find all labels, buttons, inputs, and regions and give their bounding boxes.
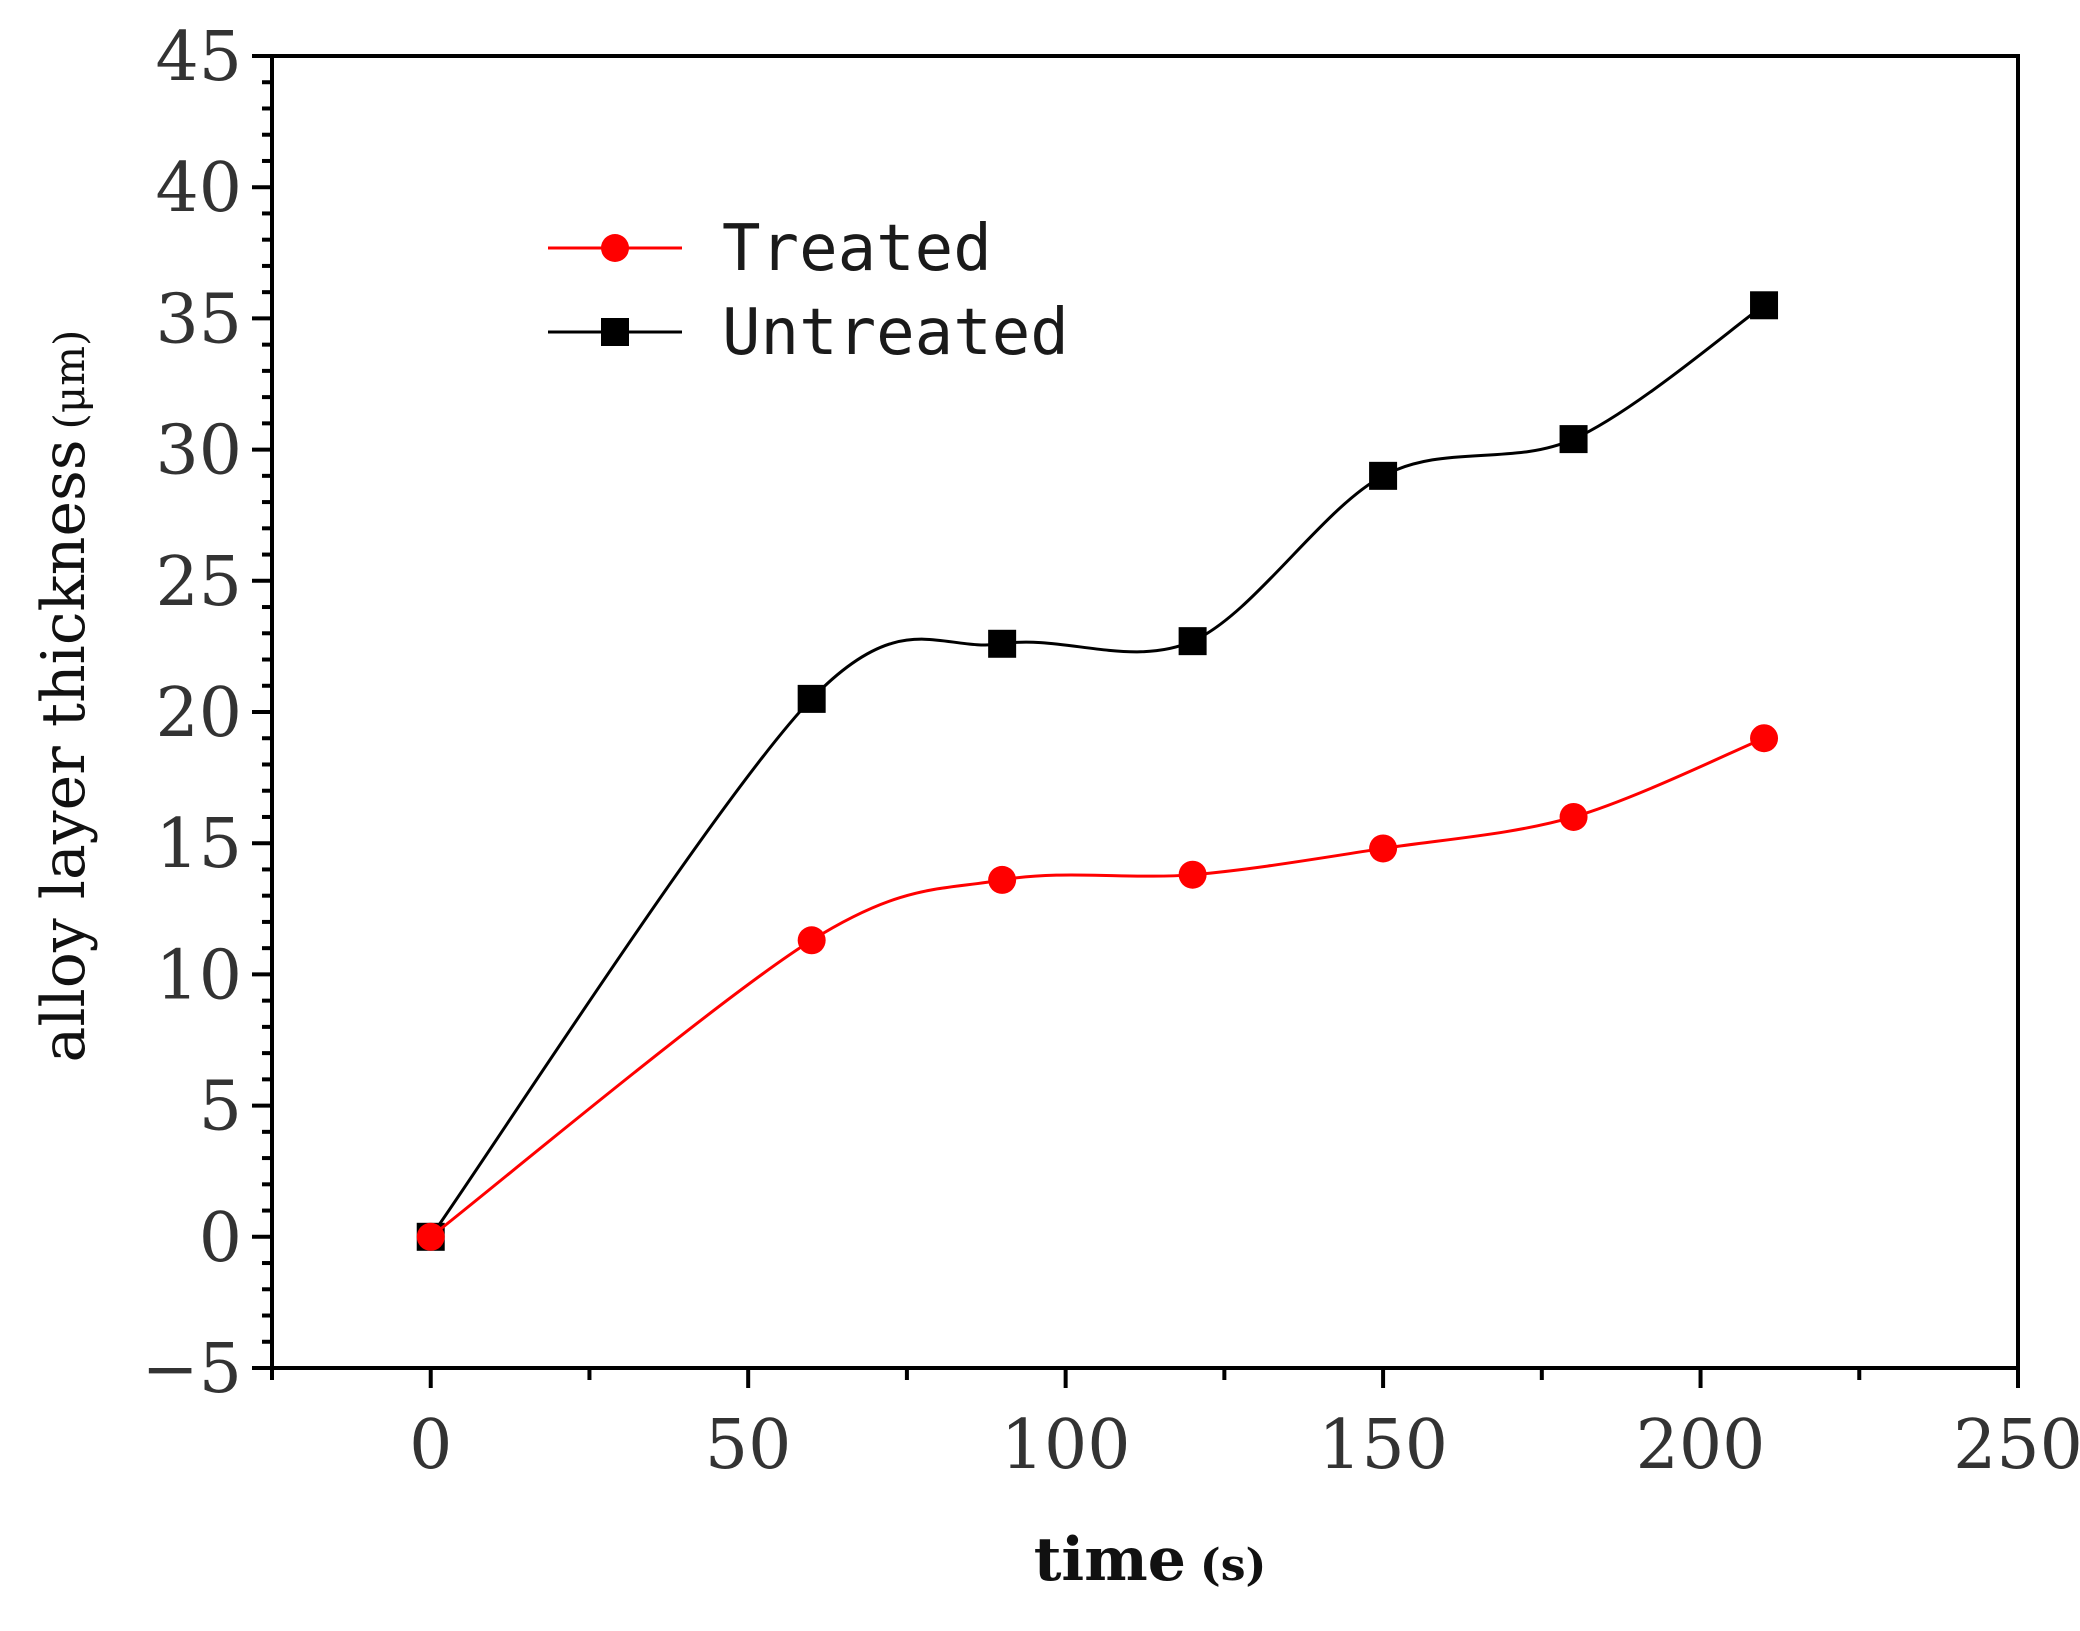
legend-marker-treated [601, 234, 629, 262]
y-tick-label: 5 [199, 1068, 242, 1147]
data-point-untreated [1369, 461, 1398, 490]
y-axis-title-main: alloy layer thickness [29, 439, 99, 1062]
series-layer [416, 291, 1779, 1251]
x-axis-title-unit: (s) [1200, 1540, 1266, 1591]
x-axis-title-main: time [1034, 1525, 1186, 1595]
y-tick-label: 45 [155, 18, 242, 97]
x-tick-label: 0 [409, 1406, 452, 1485]
x-tick-label: 250 [1953, 1406, 2080, 1485]
data-point-untreated [1559, 425, 1588, 454]
legend-label-untreated: Untreated [722, 296, 1069, 370]
data-point-treated [797, 926, 826, 955]
x-axis-title: time (s) [1034, 1525, 1267, 1595]
y-tick-label: 30 [155, 412, 242, 491]
x-tick-label: 200 [1636, 1406, 1766, 1485]
data-point-treated [1559, 802, 1588, 831]
y-tick-label: 20 [155, 674, 242, 753]
data-point-untreated [1178, 627, 1207, 656]
series-treated [416, 724, 1779, 1251]
y-tick-label: 25 [155, 543, 242, 622]
y-tick-label: −5 [142, 1330, 242, 1409]
legend-label-treated: Treated [722, 212, 992, 286]
data-point-untreated [797, 684, 826, 713]
data-point-untreated [988, 629, 1017, 658]
y-axis-title: alloy layer thickness (μm) [29, 330, 99, 1063]
x-tick-label: 50 [705, 1406, 792, 1485]
y-tick-label: 0 [199, 1199, 242, 1278]
x-tick-label: 150 [1318, 1406, 1448, 1485]
legend: Treated Untreated [548, 212, 1069, 370]
data-point-treated [416, 1222, 445, 1251]
data-point-untreated [1750, 291, 1779, 320]
y-tick-label: 40 [155, 149, 242, 228]
y-tick-label: 15 [155, 805, 242, 884]
data-point-treated [988, 865, 1017, 894]
axes: 0 50 100 150 200 250 −5 0 5 10 15 20 25 30 35 40 45 [142, 18, 2080, 1485]
data-point-treated [1750, 724, 1779, 753]
legend-marker-untreated [601, 318, 629, 346]
y-tick-label: 10 [155, 936, 242, 1015]
data-point-treated [1178, 860, 1207, 889]
x-tick-label: 100 [1001, 1406, 1131, 1485]
y-tick-label: 35 [155, 280, 242, 359]
data-point-treated [1369, 834, 1398, 863]
y-axis-title-unit: (μm) [45, 330, 94, 430]
